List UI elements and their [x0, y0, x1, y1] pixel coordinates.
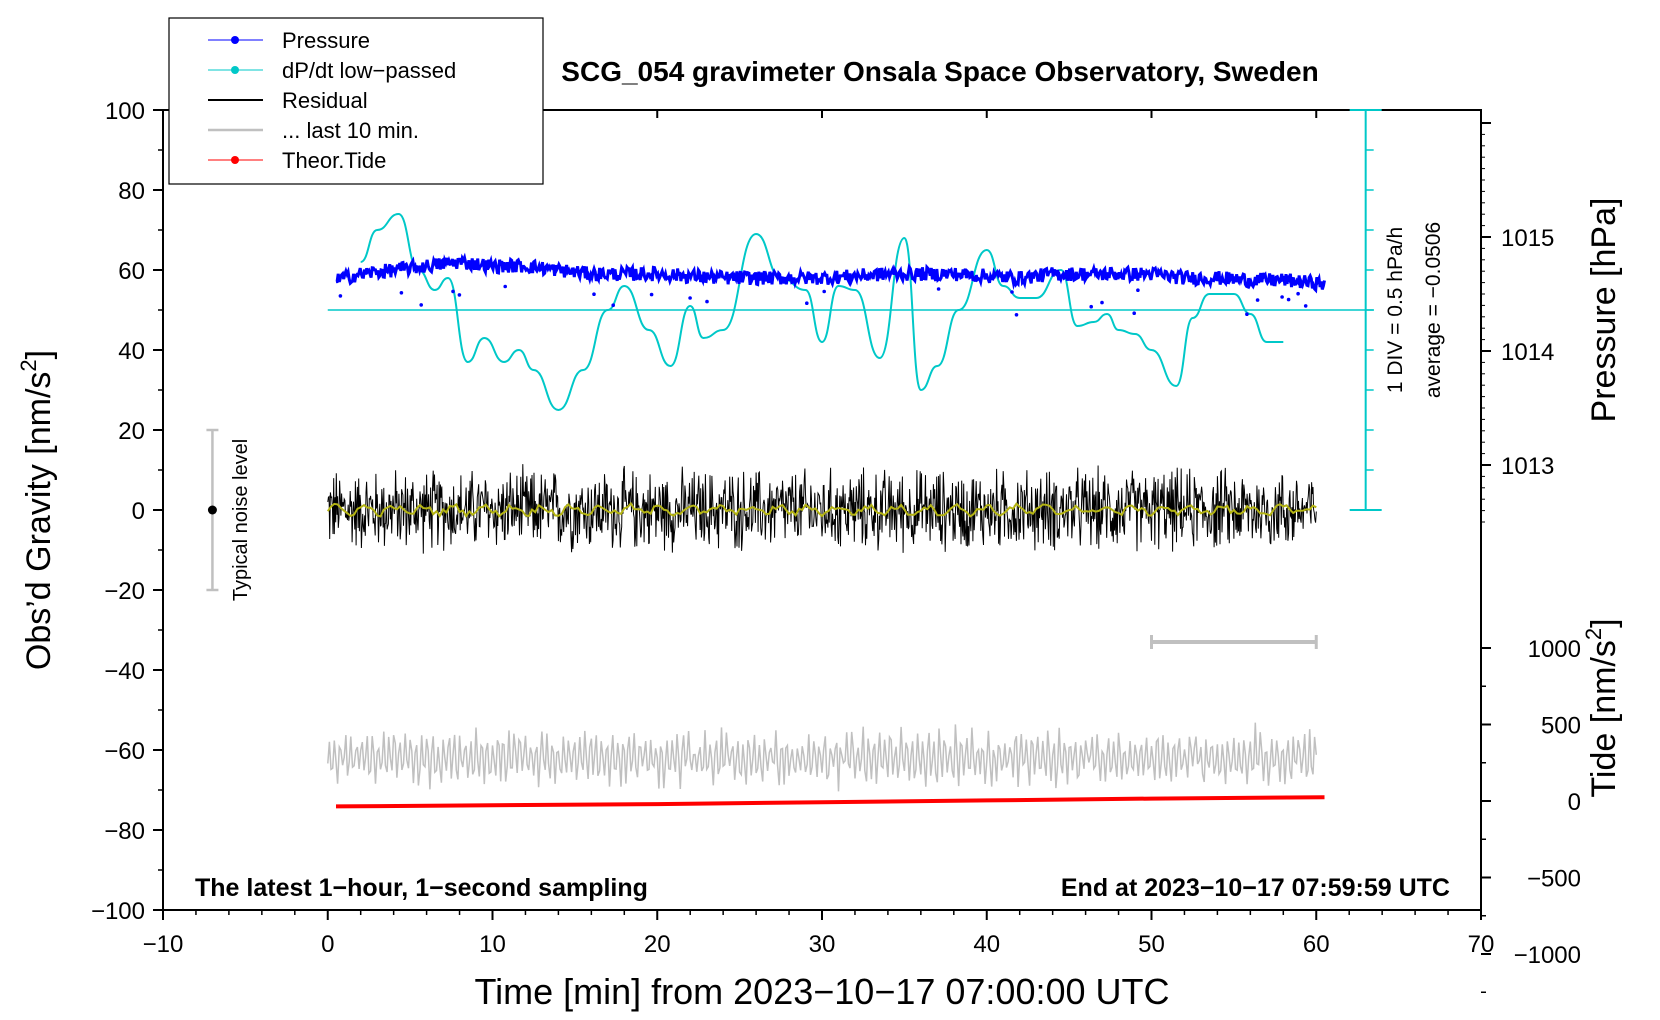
x-tick-label: 10 — [479, 931, 506, 958]
y-tick-label: −80 — [104, 818, 145, 845]
pressure-outlier-point — [1014, 313, 1019, 317]
y-axis-label-tide-sup: 2 — [1581, 628, 1606, 640]
pressure-outlier-point — [451, 289, 455, 294]
tide-tick-label: −1000 — [1514, 942, 1581, 969]
pressure-outlier-point — [611, 303, 615, 308]
tide-tick-label: −1500 — [1514, 1019, 1581, 1020]
x-tick-label: 60 — [1303, 931, 1330, 958]
x-tick-label: 30 — [809, 931, 836, 958]
legend-marker-dpdt — [231, 66, 239, 74]
x-tick-label: −10 — [143, 931, 184, 958]
dpdt-scale-bar — [1349, 109, 1382, 511]
dpdt-average-label: average = −0.0506 — [1422, 222, 1445, 398]
legend-label-residual: Residual — [282, 88, 368, 113]
pressure-tick-label: 1014 — [1501, 339, 1554, 366]
last10-line — [327, 722, 1318, 792]
y-tick-label: −40 — [104, 658, 145, 685]
pressure-outlier-point — [1303, 304, 1308, 308]
chart-title: SCG_054 gravimeter Onsala Space Observat… — [561, 56, 1318, 87]
residual-line — [327, 464, 1317, 554]
y-tick-label: 60 — [118, 258, 145, 285]
residual-smooth-line — [326, 501, 1317, 518]
annotation-left: The latest 1−hour, 1−second sampling — [195, 874, 648, 902]
tide-tick-label: −500 — [1527, 866, 1581, 893]
x-axis-label: Time [min] from 2023−10−17 07:00:00 UTC — [474, 971, 1169, 1012]
legend-label-dpdt: dP/dt low−passed — [282, 58, 456, 83]
tide-axis-ticks: 1000 500 0 −500 −1000 −1500 — [1481, 636, 1581, 1020]
pressure-outlier-point — [1100, 300, 1104, 305]
noise-indicator — [206, 428, 219, 592]
annotation-right: End at 2023−10−17 07:59:59 UTC — [1061, 874, 1450, 902]
dpdt-line — [360, 212, 1284, 412]
y-axis-label-pressure: Pressure [hPa] — [1585, 198, 1623, 423]
pressure-outlier-point — [649, 292, 654, 297]
x-axis-ticks: −10 0 10 20 30 40 50 60 70 — [143, 110, 1494, 958]
y-axis-label-tide-end: ] — [1585, 618, 1623, 627]
legend-marker-tide — [231, 156, 239, 164]
x-tick-label: 20 — [644, 931, 671, 958]
noise-indicator-label: Typical noise level — [230, 439, 252, 601]
legend-label-tide: Theor.Tide — [282, 148, 386, 173]
y-tick-label: 0 — [132, 498, 145, 525]
series-layer — [326, 212, 1374, 809]
y-tick-label: 40 — [118, 338, 145, 365]
y-tick-label: −20 — [104, 578, 145, 605]
y-axis-label-left: Obs’d Gravity [nm/s2] — [16, 350, 58, 670]
x-tick-label: 50 — [1138, 931, 1165, 958]
legend: Pressure dP/dt low−passed Residual ... l… — [168, 17, 544, 185]
pressure-outlier-point — [936, 287, 941, 291]
dpdt-scale-label: 1 DIV = 0.5 hPa/h — [1384, 227, 1407, 393]
noise-center-point — [207, 505, 217, 515]
x-tick-label: 40 — [973, 931, 1000, 958]
pressure-outlier-point — [1132, 311, 1136, 316]
pressure-outlier-point — [1010, 290, 1014, 294]
y-tick-label: −100 — [91, 898, 145, 925]
y-tick-label: 20 — [118, 418, 145, 445]
y-axis-ticks: 100 80 60 40 20 0 −20 −40 −60 −80 −100 — [91, 98, 163, 925]
legend-marker-pressure — [231, 36, 239, 44]
tide-tick-label: 0 — [1568, 789, 1581, 816]
pressure-outlier-point — [1136, 288, 1140, 293]
pressure-outlier-point — [688, 296, 692, 300]
x-tick-label: 0 — [321, 931, 334, 958]
pressure-outlier-point — [457, 293, 462, 297]
pressure-outlier-point — [1255, 298, 1260, 302]
pressure-outlier-point — [1089, 304, 1093, 309]
pressure-outlier-point — [592, 292, 596, 297]
pressure-outlier-point — [399, 291, 404, 295]
legend-label-last10: ... last 10 min. — [282, 118, 419, 143]
pressure-tick-label: 1015 — [1501, 225, 1554, 252]
pressure-outlier-point — [705, 299, 709, 304]
pressure-outlier-point — [1280, 295, 1284, 299]
tide-tick-label: 500 — [1541, 713, 1581, 740]
y-tick-label: 100 — [105, 98, 145, 125]
pressure-outlier-point — [338, 294, 343, 298]
pressure-axis-ticks: 1015 1014 1013 — [1481, 122, 1554, 523]
tide-tick-label: 1000 — [1528, 636, 1581, 663]
legend-label-pressure: Pressure — [282, 28, 370, 53]
y-axis-label-tide-main: Tide [nm/s — [1585, 640, 1623, 797]
y-axis-label-left-main: Obs’d Gravity [nm/s — [20, 372, 58, 671]
y-axis-label-tide: Tide [nm/s2] — [1581, 618, 1623, 797]
y-axis-label-left-end: ] — [20, 350, 58, 359]
y-tick-label: 80 — [118, 178, 145, 205]
pressure-outlier-point — [419, 303, 424, 307]
y-tick-label: −60 — [104, 738, 145, 765]
pressure-outlier-point — [805, 301, 809, 306]
pressure-outlier-point — [1286, 297, 1291, 302]
pressure-outlier-point — [822, 289, 826, 294]
y-axis-label-left-sup: 2 — [16, 359, 41, 371]
pressure-outlier-point — [1245, 312, 1249, 317]
pressure-line — [335, 252, 1326, 294]
pressure-outlier-point — [1296, 291, 1300, 296]
pressure-tick-label: 1013 — [1501, 453, 1554, 480]
tide-line — [335, 795, 1325, 809]
pressure-outlier-point — [503, 284, 508, 289]
